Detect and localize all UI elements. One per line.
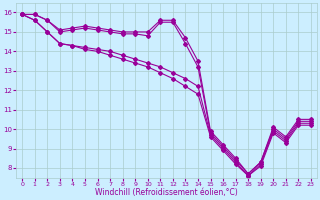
X-axis label: Windchill (Refroidissement éolien,°C): Windchill (Refroidissement éolien,°C) — [95, 188, 238, 197]
